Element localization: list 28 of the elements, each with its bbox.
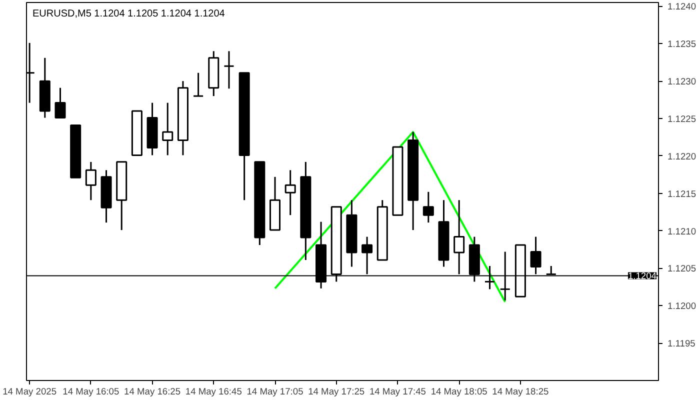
y-tick-label: 1.1225 [668,114,696,124]
x-tick-label: 14 May 17:05 [246,386,304,396]
candlestick [192,72,204,97]
candlestick [85,161,96,201]
x-tick-label: 14 May 18:25 [492,386,549,396]
text: EURUSD,M5 1.1204 1.1205 1.1204 1.1204 [32,8,226,20]
y-tick-label: 1.1200 [668,301,696,312]
x-tick-label: 14 May 16:25 [124,386,181,396]
y-tick-label: 1.1220 [668,151,696,162]
candlestick [284,169,296,216]
x-tick-label: 14 May 17:45 [369,386,426,396]
x-tick-label: 14 May 16:45 [185,386,242,396]
y-tick-label: 1.1195 [668,338,696,349]
y-tick-label: 1.1235 [668,39,696,50]
y-tick-label: 1.1205 [668,264,696,274]
candlestick [422,191,434,224]
y-tick-label: 1.1230 [668,76,696,87]
x-tick-label: 14 May 18:05 [430,386,488,396]
candlestick [223,50,234,90]
ref-line-label: 1.1204 [628,271,656,282]
candlestick [162,102,174,156]
y-tick-label: 1.1240 [668,2,696,12]
x-tick-label: 14 May 17:25 [308,386,365,396]
y-tick-label: 1.1210 [668,226,696,236]
x-tick-label: 14 May 2025 [2,386,57,396]
x-tick-label: 14 May 16:05 [62,386,120,396]
y-tick-label: 1.1215 [668,188,696,199]
candlestick [54,87,66,119]
